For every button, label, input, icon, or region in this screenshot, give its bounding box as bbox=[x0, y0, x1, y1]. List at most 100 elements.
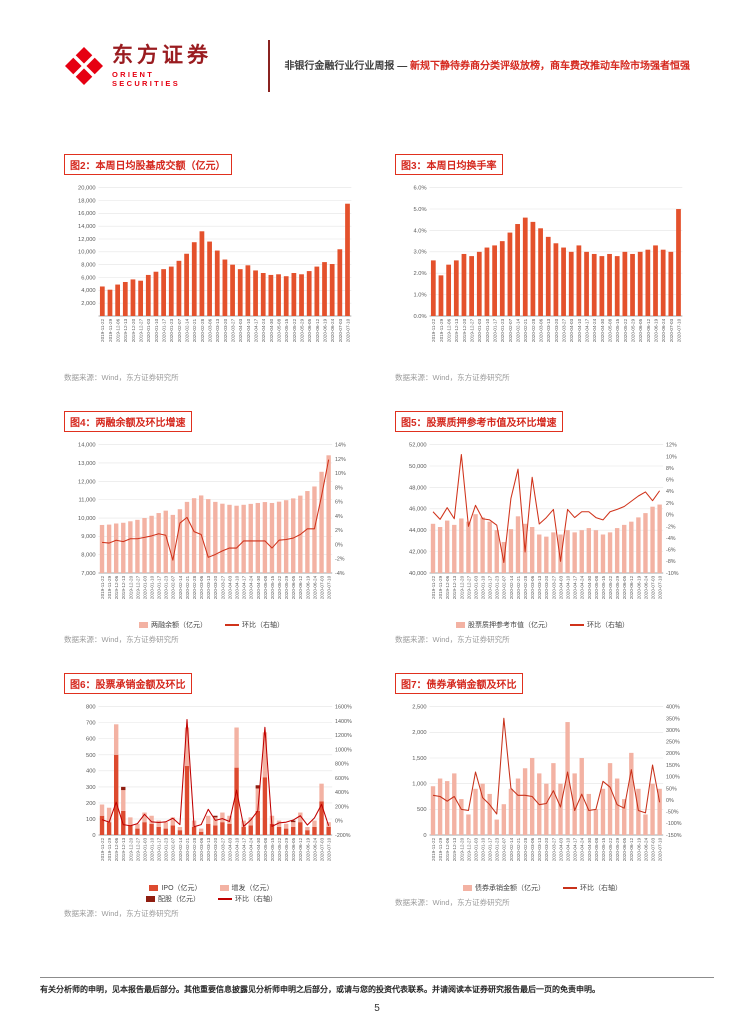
svg-text:2020-05-15: 2020-05-15 bbox=[284, 318, 289, 342]
svg-text:2019-11-22: 2019-11-22 bbox=[431, 838, 436, 862]
svg-text:2020-03-20: 2020-03-20 bbox=[544, 838, 549, 862]
svg-text:2020-04-30: 2020-04-30 bbox=[600, 318, 605, 342]
legend-row: 股票质押参考市值（亿元） 环比（右轴） bbox=[456, 620, 629, 630]
svg-text:2020-06-24: 2020-06-24 bbox=[330, 318, 335, 342]
svg-text:2020-06-12: 2020-06-12 bbox=[646, 318, 651, 342]
svg-text:350%: 350% bbox=[666, 717, 680, 723]
svg-text:6%: 6% bbox=[335, 499, 343, 505]
svg-text:2020-07-03: 2020-07-03 bbox=[338, 318, 343, 342]
brand-name-cn: 东方证券 bbox=[112, 44, 212, 68]
svg-text:2020-01-10: 2020-01-10 bbox=[154, 318, 159, 342]
svg-text:2020-02-21: 2020-02-21 bbox=[185, 838, 190, 862]
svg-text:16,000: 16,000 bbox=[78, 211, 96, 217]
report-footer: 有关分析师的申明，见本报告最后部分。其他重要信息披露见分析师申明之后部分，或请与… bbox=[40, 976, 714, 1024]
svg-text:4,000: 4,000 bbox=[81, 288, 95, 294]
svg-text:800: 800 bbox=[86, 705, 96, 711]
svg-text:2020-02-21: 2020-02-21 bbox=[516, 838, 521, 862]
svg-text:2020-06-12: 2020-06-12 bbox=[629, 575, 634, 599]
svg-text:2020-04-10: 2020-04-10 bbox=[577, 318, 582, 342]
bar-swatch bbox=[139, 622, 148, 629]
report-type: 非银行金融行业行业周报 bbox=[284, 60, 395, 72]
svg-text:6,000: 6,000 bbox=[81, 275, 95, 281]
line-swatch bbox=[563, 887, 577, 890]
svg-text:2020-07-10: 2020-07-10 bbox=[345, 318, 350, 342]
svg-text:2020-04-24: 2020-04-24 bbox=[249, 575, 254, 599]
svg-text:2019-11-22: 2019-11-22 bbox=[431, 575, 436, 599]
svg-text:48,000: 48,000 bbox=[409, 485, 427, 491]
svg-text:0%: 0% bbox=[335, 542, 343, 548]
legend-label: IPO（亿元） bbox=[161, 885, 202, 893]
svg-text:2020-01-17: 2020-01-17 bbox=[493, 318, 498, 342]
svg-text:2020-03-20: 2020-03-20 bbox=[223, 318, 228, 342]
svg-text:2020-04-24: 2020-04-24 bbox=[592, 318, 597, 342]
svg-text:2019-12-20: 2019-12-20 bbox=[131, 318, 136, 342]
svg-text:2020-01-03: 2020-01-03 bbox=[146, 318, 151, 342]
svg-text:2020-07-03: 2020-07-03 bbox=[319, 575, 324, 599]
svg-text:12,000: 12,000 bbox=[78, 237, 96, 243]
svg-text:2019-11-29: 2019-11-29 bbox=[107, 575, 112, 599]
legend-item-follow-on: 增发（亿元） bbox=[219, 883, 274, 893]
legend-label: 环比（右轴） bbox=[235, 896, 277, 904]
svg-text:0%: 0% bbox=[666, 512, 674, 518]
svg-text:2020-01-10: 2020-01-10 bbox=[481, 575, 486, 599]
svg-text:2,000: 2,000 bbox=[412, 731, 426, 737]
svg-text:12%: 12% bbox=[666, 442, 677, 448]
svg-text:2019-12-13: 2019-12-13 bbox=[454, 318, 459, 342]
svg-text:2020-02-07: 2020-02-07 bbox=[177, 318, 182, 342]
legend-item-wow-change: 环比（右轴） bbox=[563, 883, 622, 893]
svg-text:2020-01-23: 2020-01-23 bbox=[164, 838, 169, 862]
legend-item-wow-change: 环比（右轴） bbox=[570, 620, 629, 630]
legend-label: 环比（右轴） bbox=[580, 885, 622, 893]
svg-text:2020-07-10: 2020-07-10 bbox=[658, 575, 663, 599]
svg-text:2019-12-27: 2019-12-27 bbox=[135, 838, 140, 862]
svg-text:2020-05-29: 2020-05-29 bbox=[299, 318, 304, 342]
figure-3-title: 图3：本周日均换手率 bbox=[395, 154, 503, 175]
figure-2-card: 图2：本周日均股基成交额（亿元） 2,000 4,000 6,000 8,000 10,… bbox=[64, 154, 359, 383]
svg-text:2020-03-27: 2020-03-27 bbox=[220, 838, 225, 862]
svg-text:2020-02-28: 2020-02-28 bbox=[192, 838, 197, 862]
svg-text:5.0%: 5.0% bbox=[414, 207, 427, 213]
svg-text:2020-07-03: 2020-07-03 bbox=[669, 318, 674, 342]
svg-text:2020-04-24: 2020-04-24 bbox=[580, 575, 585, 599]
svg-text:2%: 2% bbox=[666, 501, 674, 507]
svg-text:2,500: 2,500 bbox=[412, 705, 426, 711]
figure-4-source: 数据来源：Wind，东方证券研究所 bbox=[64, 635, 179, 645]
svg-text:2020-07-10: 2020-07-10 bbox=[327, 838, 332, 862]
svg-text:2020-03-20: 2020-03-20 bbox=[213, 838, 218, 862]
brand-text: 东方证券 ORIENT SECURITIES bbox=[112, 44, 214, 87]
svg-text:8%: 8% bbox=[666, 466, 674, 472]
svg-text:2020-02-07: 2020-02-07 bbox=[171, 575, 176, 599]
svg-text:2020-02-07: 2020-02-07 bbox=[502, 575, 507, 599]
svg-text:2020-06-05: 2020-06-05 bbox=[291, 575, 296, 599]
svg-text:2020-04-30: 2020-04-30 bbox=[269, 318, 274, 342]
figure-7-source: 数据来源：Wind，东方证券研究所 bbox=[395, 898, 510, 908]
svg-text:200: 200 bbox=[86, 801, 96, 807]
svg-text:2020-01-03: 2020-01-03 bbox=[477, 318, 482, 342]
svg-text:2020-04-24: 2020-04-24 bbox=[261, 318, 266, 342]
svg-text:2020-01-17: 2020-01-17 bbox=[162, 318, 167, 342]
svg-text:2020-07-10: 2020-07-10 bbox=[327, 575, 332, 599]
svg-text:100: 100 bbox=[86, 817, 96, 823]
svg-text:2020-04-24: 2020-04-24 bbox=[249, 838, 254, 862]
figure-6-chart: 0 100 200 300 400 500 600 700 800 -200% 0% 200% 400%… bbox=[86, 705, 352, 862]
legend-item-margin-balance: 两融余额（亿元） bbox=[139, 620, 207, 630]
svg-text:2020-06-12: 2020-06-12 bbox=[315, 318, 320, 342]
svg-text:14,000: 14,000 bbox=[78, 442, 96, 448]
svg-text:2020-02-28: 2020-02-28 bbox=[523, 575, 528, 599]
svg-text:2020-05-22: 2020-05-22 bbox=[277, 838, 282, 862]
svg-text:2020-05-08: 2020-05-08 bbox=[263, 838, 268, 862]
svg-text:2020-03-06: 2020-03-06 bbox=[199, 575, 204, 599]
svg-text:2020-02-21: 2020-02-21 bbox=[523, 318, 528, 342]
svg-text:2020-05-08: 2020-05-08 bbox=[594, 838, 599, 862]
svg-text:2020-04-30: 2020-04-30 bbox=[256, 838, 261, 862]
svg-text:2020-05-22: 2020-05-22 bbox=[277, 575, 282, 599]
svg-text:2020-02-14: 2020-02-14 bbox=[509, 575, 514, 599]
svg-text:200%: 200% bbox=[335, 805, 349, 811]
svg-text:7,000: 7,000 bbox=[81, 571, 95, 577]
svg-text:9,000: 9,000 bbox=[81, 534, 95, 540]
svg-text:2020-04-24: 2020-04-24 bbox=[580, 838, 585, 862]
svg-text:12%: 12% bbox=[335, 457, 346, 463]
svg-text:10,000: 10,000 bbox=[78, 250, 96, 256]
svg-text:2020-04-10: 2020-04-10 bbox=[246, 318, 251, 342]
svg-text:2020-04-10: 2020-04-10 bbox=[566, 575, 571, 599]
